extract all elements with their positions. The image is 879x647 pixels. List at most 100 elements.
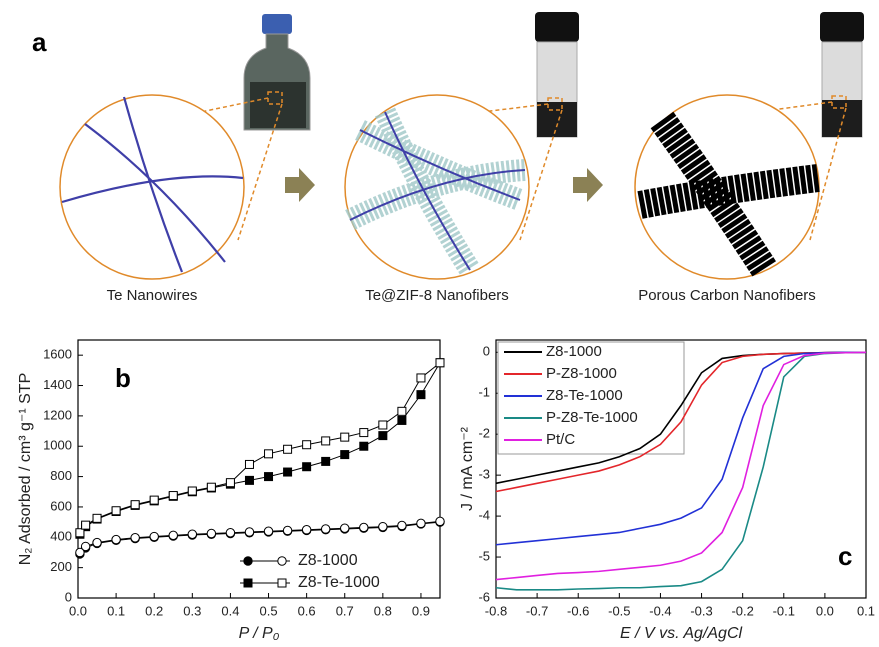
point (130, 500, 140, 510)
point (244, 459, 254, 469)
point (130, 533, 140, 543)
point (302, 462, 312, 472)
point (283, 444, 293, 454)
x-tick-label: 0.3 (183, 603, 201, 618)
point (244, 475, 254, 485)
point (359, 428, 369, 438)
point (225, 478, 235, 488)
x-tick-label: 0.7 (336, 603, 354, 618)
y-tick-label: -3 (478, 467, 490, 482)
point (283, 467, 293, 477)
x-axis-label: P / P₀ (239, 625, 280, 642)
point (187, 486, 197, 496)
y-tick-label: 1600 (43, 347, 72, 362)
point (206, 482, 216, 492)
point (75, 547, 85, 558)
y-tick-label: 400 (50, 529, 72, 544)
point (75, 528, 85, 538)
panel-label: a (32, 27, 47, 57)
nanowires (349, 111, 526, 271)
caption: Te@ZIF-8 Nanofibers (365, 287, 509, 304)
point (244, 527, 255, 537)
caption: Porous Carbon Nanofibers (638, 287, 816, 304)
y-tick-label: -6 (478, 589, 490, 604)
arrow (573, 168, 603, 202)
y-tick-label: 800 (50, 468, 72, 483)
legend-label: Pt/C (546, 431, 575, 448)
y-tick-label: 0 (65, 589, 72, 604)
point (282, 525, 293, 536)
point (92, 537, 102, 548)
x-axis-label: E / V vs. Ag/AgCl (620, 625, 743, 642)
point (301, 525, 312, 535)
x-tick-label: -0.8 (485, 603, 507, 618)
vial-cap (535, 12, 579, 42)
y-tick-label: -5 (478, 548, 490, 563)
point (378, 431, 388, 441)
point (416, 373, 426, 383)
point (340, 523, 350, 533)
point (416, 518, 426, 529)
liquid (250, 82, 306, 128)
y-tick-label: -4 (478, 508, 490, 523)
y-tick-label: 1400 (43, 377, 72, 392)
x-tick-label: 0.0 (816, 603, 834, 618)
y-axis-label: N₂ Adsorbed / cm³ g⁻¹ STP (17, 373, 34, 566)
x-tick-label: 0.4 (221, 603, 239, 618)
x-tick-label: 0.8 (374, 603, 392, 618)
point (321, 436, 331, 446)
point (206, 528, 217, 539)
legend-marker (277, 556, 287, 566)
curve (495, 351, 866, 546)
x-tick-label: -0.1 (773, 603, 795, 618)
x-tick-label: 0.2 (145, 603, 163, 618)
bottle-cap (262, 14, 292, 34)
point (225, 528, 236, 538)
x-tick-label: 0.1 (107, 603, 125, 618)
point (416, 390, 426, 400)
plot-frame (495, 339, 867, 599)
legend-label: Z8-1000 (546, 343, 602, 360)
legend-box (497, 341, 685, 455)
schematic: Te Nanowires Te@ZIF-8 Nanofibers Porous … (59, 12, 864, 304)
x-tick-label: -0.2 (731, 603, 753, 618)
point (168, 530, 178, 541)
y-tick-label: -2 (478, 426, 490, 441)
point (264, 472, 274, 482)
point (111, 506, 121, 516)
y-tick-label: 1000 (43, 438, 72, 453)
arrow (285, 168, 315, 202)
legend-label: P-Z8-Te-1000 (546, 409, 638, 426)
point (340, 432, 350, 442)
point (359, 522, 369, 533)
curve (495, 351, 867, 581)
y-tick-label: 200 (50, 559, 72, 574)
legend-label: Z8-Te-1000 (298, 574, 380, 591)
carbon-fibers (637, 111, 820, 278)
x-tick-label: 0.5 (259, 603, 277, 618)
legend-marker (243, 556, 253, 566)
caption: Te Nanowires (107, 287, 198, 304)
point (81, 520, 91, 530)
legend-marker (243, 578, 253, 588)
point (187, 529, 198, 539)
point (321, 456, 331, 466)
vial-cap (820, 12, 864, 42)
x-tick-label: -0.5 (608, 603, 630, 618)
point (92, 513, 102, 523)
x-tick-label: -0.7 (526, 603, 548, 618)
x-tick-label: -0.4 (649, 603, 671, 618)
powder (822, 100, 862, 137)
point (80, 541, 91, 552)
point (264, 449, 274, 459)
point (340, 450, 350, 460)
point (168, 491, 178, 501)
point (359, 441, 369, 451)
point (378, 521, 388, 532)
point (149, 495, 159, 505)
legend-label: Z8-Te-1000 (546, 387, 623, 404)
y-tick-label: 600 (50, 498, 72, 513)
y-tick-label: 1200 (43, 407, 72, 422)
panel-label: b (115, 363, 131, 393)
